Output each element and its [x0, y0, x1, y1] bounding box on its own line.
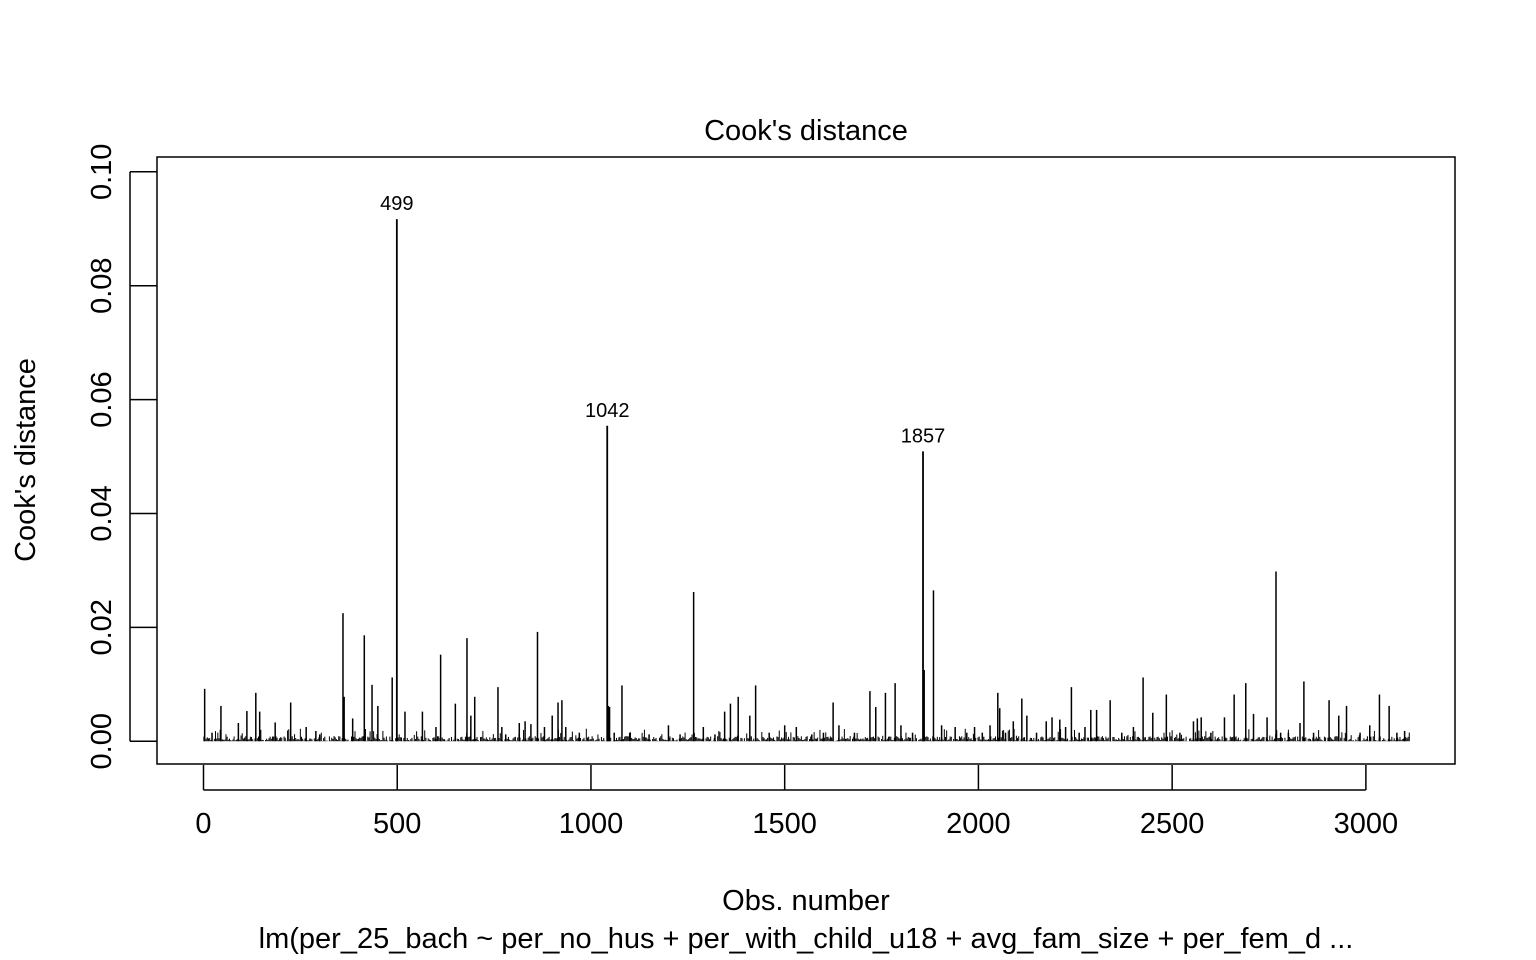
x-tick-label: 3000: [1334, 808, 1399, 840]
outlier-labels: 499 1042 1857: [380, 193, 945, 447]
x-tick-label: 2000: [946, 808, 1011, 840]
x-tick-label: 0: [195, 808, 211, 840]
x-axis-label: Obs. number: [722, 885, 890, 917]
x-tick-label: 1000: [559, 808, 624, 840]
y-axis: 0.00 0.02 0.04 0.06 0.08 0.10: [86, 144, 157, 769]
outlier-label: 1042: [585, 400, 630, 422]
y-tick-label: 0.08: [86, 257, 118, 313]
outlier-label: 1857: [901, 425, 946, 447]
y-tick-label: 0.06: [86, 371, 118, 427]
plot-frame: [156, 156, 1456, 765]
y-axis-label: Cook's distance: [10, 358, 42, 562]
y-tick-label: 0.02: [86, 599, 118, 655]
chart-title: Cook's distance: [704, 115, 908, 147]
outlier-label: 499: [380, 193, 413, 215]
y-tick-label: 0.04: [86, 485, 118, 541]
x-tick-label: 1500: [752, 808, 817, 840]
y-tick-label: 0.00: [86, 713, 118, 769]
y-tick-label: 0.10: [86, 144, 118, 200]
cooks-distance-bars: [203, 219, 1410, 742]
x-tick-label: 2500: [1140, 808, 1205, 840]
x-axis: 0 500 1000 1500 2000 2500 3000: [195, 765, 1398, 840]
model-formula-caption: lm(per_25_bach ~ per_no_hus + per_with_c…: [259, 923, 1354, 955]
x-tick-label: 500: [373, 808, 421, 840]
